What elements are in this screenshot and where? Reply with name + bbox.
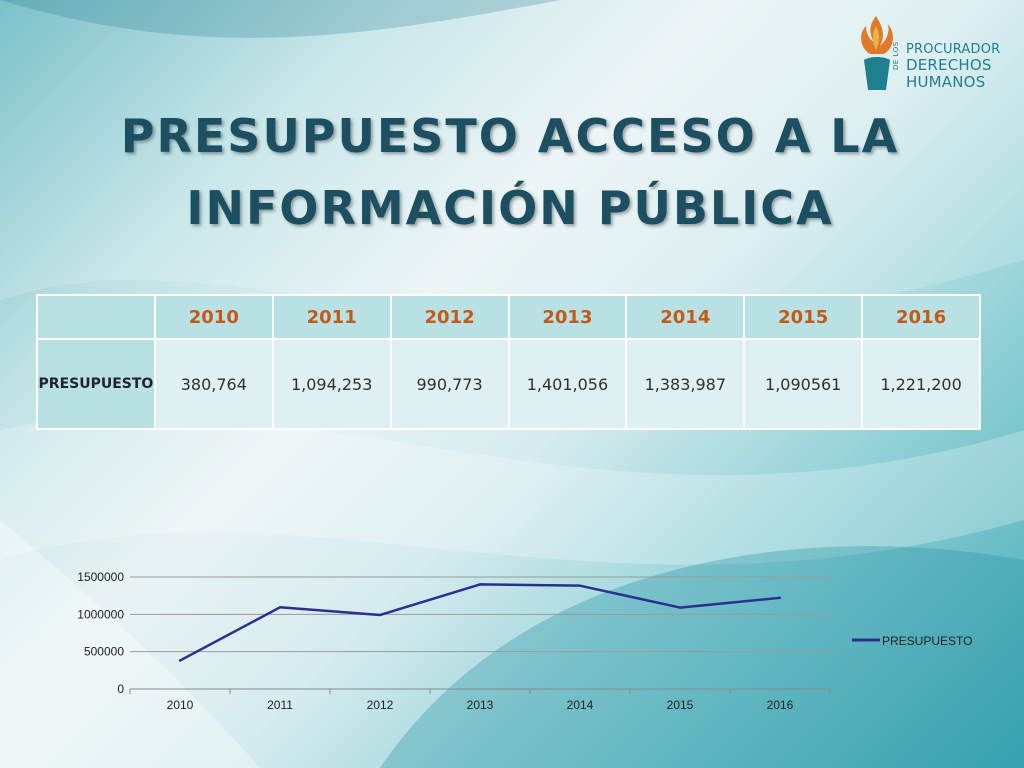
torch-icon [861,16,893,90]
table-row: PRESUPUESTO 380,764 1,094,253 990,773 1,… [36,338,981,430]
title-line-2: INFORMACIÓN PÚBLICA [186,181,834,235]
y-tick-label: 0 [117,682,124,696]
year-header: 2015 [743,294,864,340]
data-point [678,606,682,609]
budget-value-cell: 1,401,056 [507,338,628,430]
data-point [478,583,482,586]
data-point [378,613,382,617]
budget-table: 2010 2011 2012 2013 2014 2015 2016 PRESU… [36,294,981,430]
table-header-row: 2010 2011 2012 2013 2014 2015 2016 [36,294,981,340]
slide-title: PRESUPUESTO ACCESO A LA INFORMACIÓN PÚBL… [60,100,960,244]
data-point [778,596,782,600]
logo-line-2: DERECHOS [906,56,992,74]
legend-label: PRESUPUESTO [882,634,972,648]
budget-value-cell: 380,764 [153,338,274,430]
x-tick-label: 2012 [367,698,394,712]
budget-value-cell: 1,221,200 [861,338,981,430]
y-tick-label: 500000 [84,645,124,659]
x-tick-label: 2014 [567,698,594,712]
table-corner-cell [36,294,156,340]
year-header: 2013 [507,294,628,340]
x-tick-label: 2013 [467,698,494,712]
logo-wordmark: PROCURADOR DERECHOS HUMANOS [906,42,1000,91]
budget-value-cell: 1,383,987 [625,338,746,430]
series-line [179,583,781,662]
data-point [278,606,282,609]
data-point [578,584,582,587]
x-tick-label: 2015 [667,698,694,712]
x-tick-label: 2010 [167,698,194,712]
year-header: 2012 [389,294,510,340]
budget-value-cell: 990,773 [389,338,510,430]
logo-line-3: HUMANOS [906,73,986,91]
title-line-1: PRESUPUESTO ACCESO A LA [120,109,900,163]
year-header: 2014 [625,294,746,340]
year-header: 2016 [861,294,981,340]
budget-line-chart: 0 500000 1000000 1500000 2010 2011 2012 2013 201… [77,570,972,712]
y-tick-label: 1000000 [77,607,124,621]
x-tick-label: 2016 [767,698,794,712]
data-point [178,659,182,662]
logo-line-1: PROCURADOR [906,42,1001,57]
x-tick-label: 2011 [267,698,293,712]
logo-vertical-text: DE LOS [892,41,900,70]
y-tick-label: 1500000 [77,570,124,584]
year-header: 2010 [153,294,274,340]
budget-value-cell: 1,094,253 [271,338,392,430]
year-header: 2011 [271,294,392,340]
budget-value-cell: 1,090561 [743,338,864,430]
row-label: PRESUPUESTO [36,338,156,430]
institution-logo: DE LOS PROCURADOR DERECHOS HUMANOS [852,12,1014,98]
